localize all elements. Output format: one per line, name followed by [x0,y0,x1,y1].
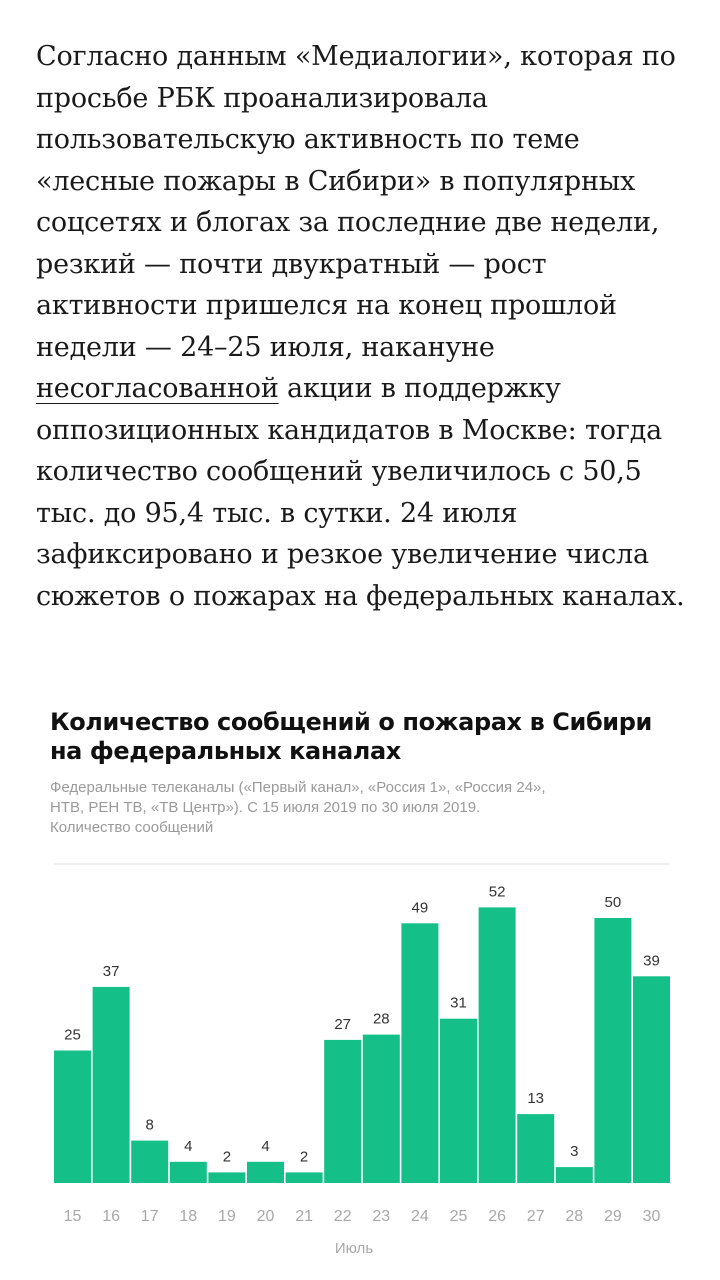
bar-26 [478,907,516,1183]
x-tick-30: 30 [643,1208,661,1225]
article-text-start: Согласно данным «Медиалогии», которая по… [36,41,676,363]
bar-15 [54,1050,91,1183]
value-label-25: 31 [450,995,467,1012]
bar-22 [324,1039,362,1183]
bar-24 [401,923,439,1183]
bar-19 [208,1172,246,1183]
value-label-24: 49 [412,899,429,916]
value-label-22: 27 [334,1016,351,1033]
x-tick-23: 23 [372,1208,390,1225]
bar-30 [633,976,670,1183]
x-tick-29: 29 [604,1208,622,1225]
chart-title: Количество сообщений о пожарах в Сибири … [50,708,670,766]
value-label-17: 8 [146,1117,154,1134]
x-tick-21: 21 [295,1208,313,1225]
x-tick-20: 20 [257,1208,275,1225]
chart-title-line2: на федеральных каналах [50,737,401,765]
value-label-18: 4 [184,1138,192,1155]
x-tick-15: 15 [64,1208,82,1225]
chart-subtitle: Федеральные телеканалы («Первый канал», … [50,778,670,838]
bar-28 [555,1167,593,1183]
bar-16 [92,986,130,1183]
chart-y-axis-label: Количество сообщений [50,819,214,836]
value-label-28: 3 [570,1143,578,1160]
value-label-30: 39 [643,952,660,969]
bar-25 [440,1018,477,1183]
x-tick-27: 27 [527,1208,545,1225]
value-label-15: 25 [64,1027,81,1044]
bar-23 [362,1034,400,1183]
chart-container: Количество сообщений о пожарах в Сибири … [50,708,670,838]
bar-27 [517,1114,555,1183]
value-labels-group: 25 37 8 4 2 4 2 27 28 49 31 52 13 3 50 39 [64,883,660,1165]
article-text-end: акции в поддержку оппозиционных кандидат… [36,373,685,612]
x-tick-17: 17 [141,1208,159,1225]
x-tick-28: 28 [565,1208,583,1225]
x-tick-18: 18 [179,1208,197,1225]
value-label-23: 28 [373,1011,390,1028]
chart-subtitle-line1: Федеральные телеканалы («Первый канал», … [50,779,546,796]
bar-20 [247,1161,284,1183]
value-label-21: 2 [300,1148,308,1165]
x-axis-label: Июль [335,1240,373,1257]
article-paragraph: Согласно данным «Медиалогии», которая по… [36,36,686,617]
chart-subtitle-line2: НТВ, РЕН ТВ, «ТВ Центр»). С 15 июля 2019… [50,799,481,816]
value-label-26: 52 [489,883,506,900]
value-label-19: 2 [223,1148,231,1165]
value-label-27: 13 [527,1090,544,1107]
value-label-16: 37 [103,963,120,980]
x-tick-16: 16 [102,1208,120,1225]
x-tick-24: 24 [411,1208,429,1225]
x-tick-26: 26 [488,1208,506,1225]
x-tick-25: 25 [450,1208,468,1225]
bar-21 [285,1172,323,1183]
bar-17 [131,1140,169,1183]
bar-18 [169,1161,207,1183]
x-tick-19: 19 [218,1208,236,1225]
chart-title-line1: Количество сообщений о пожарах в Сибири [50,708,652,736]
x-ticks-group: 15 16 17 18 19 20 21 22 23 24 25 26 27 28 29 30 [64,1208,661,1225]
bar-29 [594,918,632,1183]
x-tick-22: 22 [334,1208,352,1225]
article-link[interactable]: несогласованной [36,373,279,404]
value-label-29: 50 [605,894,622,911]
value-label-20: 4 [261,1138,269,1155]
bars-group [54,907,670,1183]
